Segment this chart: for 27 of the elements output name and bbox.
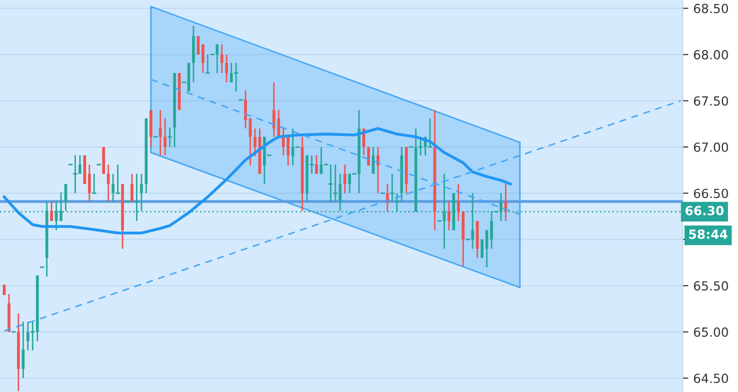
candlestick <box>196 35 200 56</box>
candlestick <box>130 173 134 202</box>
y-tick-label: 68.00 <box>694 50 728 60</box>
candlestick <box>106 164 110 202</box>
y-tick-label: 67.50 <box>694 96 728 106</box>
ref-line-label: 66.30 <box>685 206 724 216</box>
candlestick <box>202 44 204 74</box>
y-tick-label: 65.50 <box>694 281 728 291</box>
candlestick <box>386 183 389 212</box>
y-tick-label: 67.00 <box>694 142 728 152</box>
text: 58:44 <box>689 230 728 239</box>
candlestick <box>448 200 450 231</box>
y-tick-label: 65.00 <box>694 327 728 337</box>
candlestick <box>88 164 91 202</box>
candlestick <box>220 44 224 74</box>
candlestick <box>50 200 53 222</box>
candlestick <box>315 154 318 175</box>
y-tick-label: 66.50 <box>694 188 728 198</box>
y-tick-label: 68.50 <box>694 4 728 14</box>
candlestick <box>164 118 167 156</box>
candlestick <box>225 54 228 83</box>
candlestick <box>158 109 162 156</box>
candlestick <box>456 183 460 222</box>
candlestick <box>244 90 247 130</box>
y-tick-label: 64.50 <box>694 374 728 384</box>
candlestick <box>254 128 256 157</box>
candlestick <box>343 164 346 194</box>
